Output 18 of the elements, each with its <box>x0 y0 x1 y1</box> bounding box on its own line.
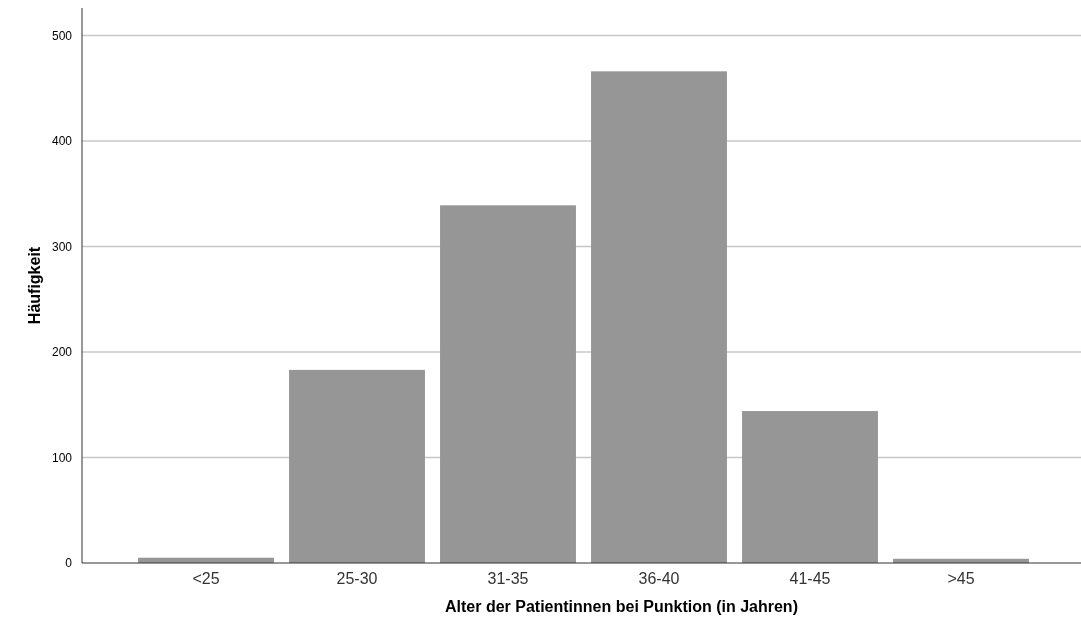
y-tick-label: 500 <box>51 28 73 43</box>
y-tick-label: 300 <box>51 239 73 254</box>
bar <box>591 71 727 563</box>
x-axis-title: Alter der Patientinnen bei Punktion (in Jahren) <box>445 598 798 615</box>
y-axis-title: Häufigkeit <box>26 246 43 325</box>
y-tick-label: 0 <box>65 556 73 571</box>
y-tick-label: 100 <box>51 450 73 465</box>
y-tick-label: 200 <box>51 345 73 360</box>
x-tick-label: 25-30 <box>336 570 378 588</box>
x-tick-label: 36-40 <box>638 570 680 588</box>
x-tick-label: 31-35 <box>487 570 529 588</box>
x-tick-label: <25 <box>192 570 220 588</box>
bar <box>289 369 425 563</box>
x-tick-label: 41-45 <box>789 570 831 588</box>
y-tick-label: 400 <box>51 134 73 149</box>
bar <box>742 411 878 563</box>
x-tick-label: >45 <box>947 570 975 588</box>
bar <box>440 205 576 563</box>
